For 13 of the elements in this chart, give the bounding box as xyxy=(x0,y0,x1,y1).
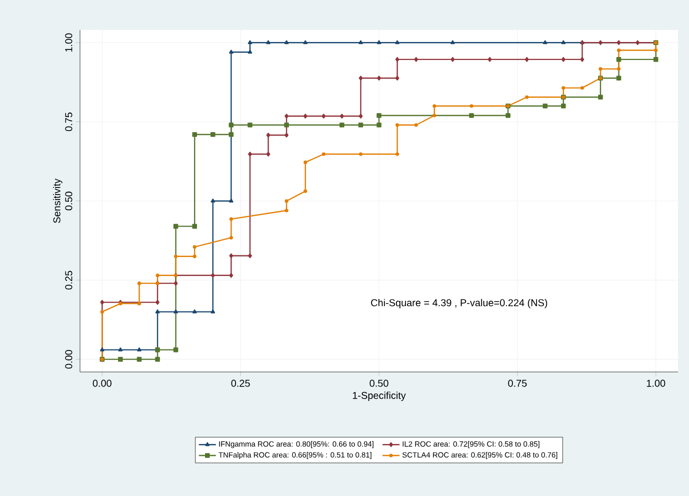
y-tick-label: 0.50 xyxy=(65,192,72,210)
x-tick-label: 0.50 xyxy=(370,380,388,387)
y-tick-label: 0.00 xyxy=(65,350,72,369)
y-tick-label: 1.00 xyxy=(65,33,72,52)
x-axis-title: 1-Specificity xyxy=(352,392,406,401)
y-axis-title: Sensitivity xyxy=(53,178,62,223)
x-tick-label: 0.75 xyxy=(508,380,527,387)
x-tick-label: 0.25 xyxy=(231,380,250,387)
y-tick-label: 0.25 xyxy=(65,270,72,290)
x-tick-label: 1.00 xyxy=(646,380,666,387)
x-tick-label: 0.00 xyxy=(92,380,112,387)
annotation: Chi-Square = 4.39 , P-value=0.224 (NS) xyxy=(371,298,548,308)
y-tick-label: 0.75 xyxy=(65,112,72,132)
